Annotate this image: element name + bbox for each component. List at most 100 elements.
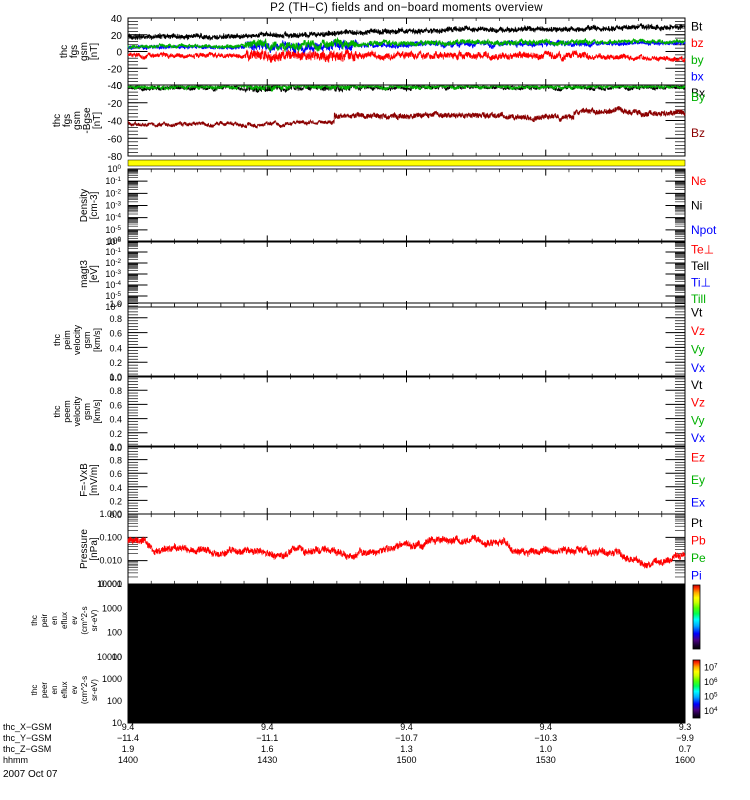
- svg-text:sr-eV): sr-eV): [90, 679, 99, 701]
- svg-text:0.6: 0.6: [109, 329, 122, 339]
- svg-text:Vt: Vt: [691, 378, 703, 392]
- svg-text:-20: -20: [108, 99, 123, 110]
- svg-text:sr-eV): sr-eV): [90, 609, 99, 631]
- svg-text:1530: 1530: [536, 755, 556, 765]
- svg-text:Pb: Pb: [691, 533, 706, 547]
- svg-text:Vt: Vt: [691, 305, 703, 319]
- svg-text:peir: peir: [40, 613, 49, 627]
- svg-text:eflux: eflux: [60, 612, 69, 629]
- svg-text:100: 100: [107, 696, 122, 706]
- svg-text:10000: 10000: [97, 652, 122, 662]
- svg-text:Tell: Tell: [691, 259, 709, 273]
- svg-text:1.0: 1.0: [109, 372, 122, 382]
- svg-text:1.9: 1.9: [122, 744, 135, 754]
- svg-text:0.8: 0.8: [109, 314, 122, 324]
- svg-text:40: 40: [111, 14, 123, 25]
- svg-text:velocity: velocity: [72, 396, 82, 427]
- svg-text:ev: ev: [70, 616, 79, 624]
- svg-text:Pe: Pe: [691, 551, 706, 565]
- svg-text:Te⊥: Te⊥: [691, 242, 714, 256]
- svg-text:en: en: [50, 616, 59, 625]
- svg-text:1500: 1500: [396, 755, 416, 765]
- svg-text:Vy: Vy: [691, 413, 705, 427]
- svg-text:0: 0: [116, 81, 122, 92]
- svg-text:1.0: 1.0: [539, 744, 552, 754]
- svg-text:[km/s]: [km/s]: [92, 400, 102, 424]
- svg-text:0.4: 0.4: [109, 483, 122, 493]
- svg-text:thc: thc: [30, 685, 39, 696]
- svg-text:0.4: 0.4: [109, 415, 122, 425]
- svg-text:peem: peem: [62, 400, 72, 423]
- svg-text:Ni: Ni: [691, 199, 702, 213]
- svg-text:Ti⊥: Ti⊥: [691, 275, 711, 289]
- svg-text:−9.9: −9.9: [676, 733, 694, 743]
- svg-text:−11.1: −11.1: [256, 733, 278, 743]
- svg-text:Vx: Vx: [691, 361, 705, 375]
- svg-text:en: en: [50, 686, 59, 695]
- svg-text:eflux: eflux: [60, 682, 69, 699]
- svg-text:9.4: 9.4: [539, 722, 552, 732]
- svg-text:P2 (TH−C) fields and on−board: P2 (TH−C) fields and on−board moments ov…: [270, 2, 543, 14]
- svg-text:gsm: gsm: [82, 331, 92, 348]
- svg-text:Bt: Bt: [691, 19, 703, 33]
- svg-text:Pt: Pt: [691, 516, 703, 530]
- svg-text:thc_Y−GSM: thc_Y−GSM: [3, 733, 52, 743]
- svg-text:1000: 1000: [102, 674, 122, 684]
- svg-text:[mV/m]: [mV/m]: [89, 464, 100, 496]
- svg-text:bx: bx: [691, 70, 704, 84]
- svg-text:[nPa]: [nPa]: [89, 537, 100, 561]
- svg-text:−10.3: −10.3: [534, 733, 557, 743]
- svg-text:0.7: 0.7: [679, 744, 692, 754]
- svg-text:0.2: 0.2: [109, 496, 122, 506]
- svg-text:−10.7: −10.7: [395, 733, 418, 743]
- svg-text:−11.4: −11.4: [117, 733, 139, 743]
- svg-text:hhmm: hhmm: [3, 755, 28, 765]
- svg-text:velocity: velocity: [72, 324, 82, 355]
- svg-text:thc_Z−GSM: thc_Z−GSM: [3, 744, 51, 754]
- svg-text:0.2: 0.2: [109, 358, 122, 368]
- svg-text:-80: -80: [108, 152, 123, 163]
- svg-text:bz: bz: [691, 36, 704, 50]
- svg-text:-20: -20: [108, 64, 123, 75]
- svg-text:thc: thc: [30, 615, 39, 626]
- svg-text:0.8: 0.8: [109, 386, 122, 396]
- svg-text:By: By: [691, 90, 705, 104]
- svg-text:9.4: 9.4: [261, 722, 274, 732]
- svg-text:100: 100: [107, 628, 122, 638]
- svg-text:gsm: gsm: [82, 403, 92, 420]
- svg-text:peim: peim: [62, 330, 72, 350]
- svg-text:1000: 1000: [102, 603, 122, 613]
- svg-text:10000: 10000: [97, 579, 122, 589]
- svg-text:-60: -60: [108, 134, 123, 145]
- svg-text:[nT]: [nT]: [92, 112, 103, 129]
- svg-text:Ex: Ex: [691, 496, 705, 510]
- svg-text:Pi: Pi: [691, 568, 702, 582]
- svg-text:(cm^2-s: (cm^2-s: [80, 606, 89, 634]
- svg-text:Ey: Ey: [691, 473, 705, 487]
- svg-text:1.3: 1.3: [400, 744, 413, 754]
- svg-text:[nT]: [nT]: [89, 43, 100, 60]
- svg-text:1600: 1600: [675, 755, 695, 765]
- svg-text:0.100: 0.100: [99, 532, 122, 542]
- svg-text:20: 20: [111, 31, 123, 42]
- svg-text:0.6: 0.6: [109, 400, 122, 410]
- svg-text:2007 Oct 07: 2007 Oct 07: [3, 769, 58, 780]
- svg-text:Vx: Vx: [691, 431, 705, 445]
- svg-text:Till: Till: [691, 292, 706, 306]
- svg-text:thc_X−GSM: thc_X−GSM: [3, 722, 52, 732]
- svg-text:[eV]: [eV]: [89, 265, 100, 283]
- svg-text:thc: thc: [52, 334, 62, 347]
- svg-text:0.010: 0.010: [99, 556, 122, 566]
- svg-text:Vz: Vz: [691, 396, 705, 410]
- svg-text:0.8: 0.8: [109, 456, 122, 466]
- svg-text:thc: thc: [52, 405, 62, 418]
- svg-text:0: 0: [116, 48, 122, 59]
- svg-text:[km/s]: [km/s]: [92, 328, 102, 352]
- svg-text:9.3: 9.3: [679, 722, 692, 732]
- svg-text:Ne: Ne: [691, 174, 707, 188]
- svg-text:0.4: 0.4: [109, 343, 122, 353]
- svg-text:Bz: Bz: [691, 126, 705, 140]
- svg-text:1400: 1400: [118, 755, 138, 765]
- svg-text:0.2: 0.2: [109, 429, 122, 439]
- svg-text:(cm^2-s: (cm^2-s: [80, 676, 89, 704]
